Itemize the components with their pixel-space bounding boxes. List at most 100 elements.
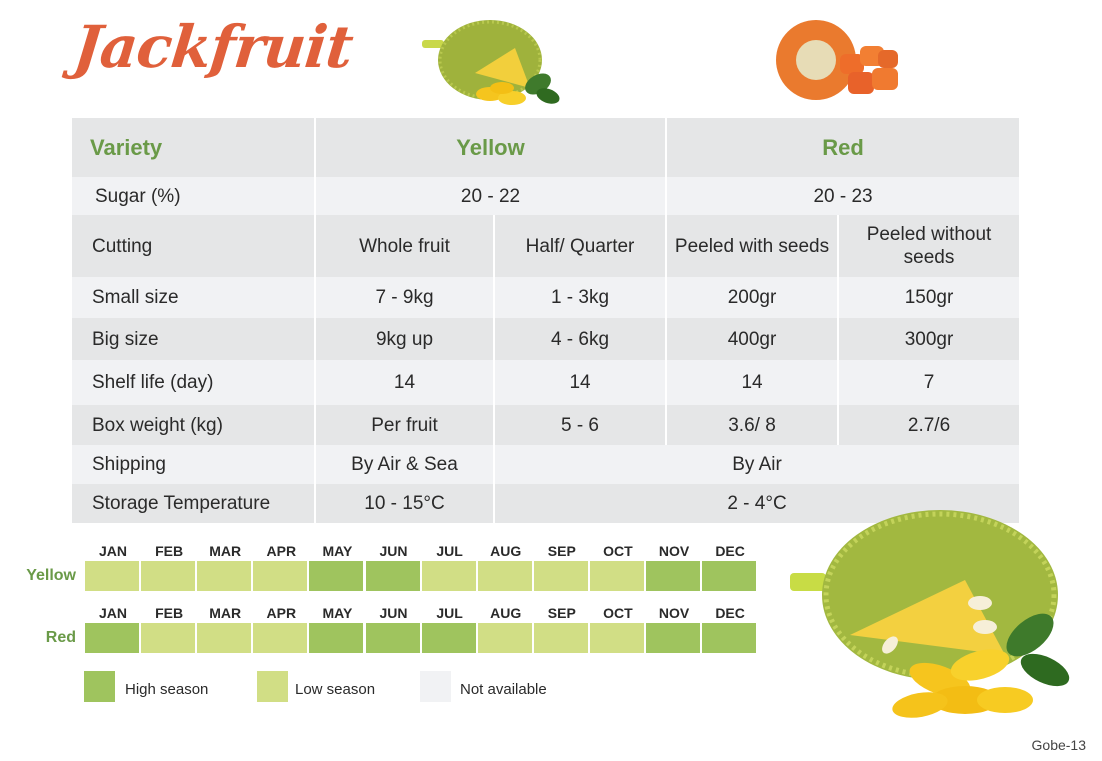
- row-label: Shelf life (day): [72, 360, 315, 405]
- month-label: DEC: [715, 543, 745, 559]
- cell: 20 - 22: [313, 177, 667, 215]
- cell: 150gr: [837, 277, 1020, 318]
- season-cell-red-jan: [85, 623, 139, 653]
- legend-label: High season: [125, 681, 209, 698]
- season-cell-yellow-jul: [421, 561, 476, 591]
- cell: 300gr: [837, 318, 1020, 360]
- row-label: Cutting: [72, 215, 315, 277]
- month-label: JUN: [379, 543, 408, 559]
- table-row: Cutting Whole fruit Half/ Quarter Peeled…: [72, 215, 1020, 277]
- table-row: Shipping By Air & Sea By Air: [72, 445, 1020, 484]
- month-label: JUL: [436, 605, 463, 621]
- season-cell-red-apr: [253, 623, 308, 653]
- table-row: Big size 9kg up 4 - 6kg 400gr 300gr: [72, 318, 1020, 360]
- month-label: MAR: [209, 543, 242, 559]
- month-label: APR: [266, 605, 297, 621]
- yellow-jackfruit-image: [422, 20, 560, 105]
- variety-header: Variety: [72, 118, 315, 177]
- season-cell-red-jul: [421, 623, 476, 653]
- season-cell-yellow-mar: [197, 561, 252, 591]
- season-cell-red-nov: [646, 623, 700, 653]
- season-row-label-red: Red: [45, 629, 76, 646]
- cell: Whole fruit: [314, 215, 494, 277]
- table-row: Box weight (kg) Per fruit 5 - 6 3.6/ 8 2…: [72, 405, 1020, 445]
- table-row: Sugar (%) 20 - 22 20 - 23: [72, 177, 1020, 215]
- season-cell-red-sep: [533, 623, 588, 653]
- cell: 14: [492, 360, 667, 405]
- cell: 7: [837, 360, 1020, 405]
- legend-label: Not available: [460, 681, 547, 698]
- page-title: Jackfruit: [70, 13, 356, 81]
- page-footer: Gobe-13: [1031, 737, 1086, 753]
- row-label: Storage Temperature: [72, 484, 315, 523]
- month-label: FEB: [155, 605, 184, 621]
- cell: Per fruit: [314, 405, 494, 445]
- cell: Peeled without seeds: [837, 215, 1020, 277]
- month-label: SEP: [547, 605, 576, 621]
- month-label: SEP: [547, 543, 576, 559]
- month-label: APR: [266, 543, 297, 559]
- row-label: Small size: [72, 277, 315, 318]
- season-cell-red-may: [309, 623, 364, 653]
- cell: 14: [314, 360, 494, 405]
- month-label: MAY: [322, 543, 353, 559]
- whole-jackfruit-image: [790, 510, 1070, 718]
- row-label: Sugar (%): [72, 177, 315, 215]
- season-cell-red-aug: [477, 623, 532, 653]
- cell: 3.6/ 8: [665, 405, 839, 445]
- month-label: NOV: [658, 543, 690, 559]
- cell: 5 - 6: [492, 405, 667, 445]
- season-cell-yellow-may: [309, 561, 364, 591]
- cell: 200gr: [665, 277, 839, 318]
- cell: By Air & Sea: [314, 445, 494, 484]
- month-label: JAN: [98, 605, 127, 621]
- row-label: Box weight (kg): [72, 405, 315, 445]
- cell: 10 - 15°C: [314, 484, 494, 523]
- cell: 7 - 9kg: [314, 277, 494, 318]
- season-cell-yellow-sep: [533, 561, 588, 591]
- cell: 9kg up: [314, 318, 494, 360]
- season-cell-red-feb: [141, 623, 196, 653]
- month-label: MAR: [209, 605, 242, 621]
- cell: By Air: [492, 445, 1020, 484]
- cell: Half/ Quarter: [492, 215, 667, 277]
- row-label: Big size: [72, 318, 315, 360]
- month-label: JUN: [379, 605, 408, 621]
- cell: 14: [665, 360, 839, 405]
- red-jackfruit-image: [776, 20, 898, 100]
- month-label: OCT: [603, 605, 633, 621]
- season-cell-yellow-jun: [365, 561, 420, 591]
- spec-table: Variety Yellow Red Sugar (%) 20 - 22 20 …: [72, 118, 1020, 523]
- season-cell-yellow-aug: [477, 561, 532, 591]
- month-label: JUL: [436, 543, 463, 559]
- legend-label: Low season: [295, 681, 376, 698]
- season-cell-yellow-oct: [589, 561, 644, 591]
- season-cell-yellow-jan: [85, 561, 139, 591]
- table-row: Shelf life (day) 14 14 14 7: [72, 360, 1020, 405]
- low-season-swatch: [257, 671, 288, 702]
- month-label: FEB: [155, 543, 184, 559]
- table-row: Small size 7 - 9kg 1 - 3kg 200gr 150gr: [72, 277, 1020, 318]
- cell: Peeled with seeds: [665, 215, 839, 277]
- yellow-header: Yellow: [313, 118, 667, 177]
- month-label: DEC: [715, 605, 745, 621]
- row-label: Shipping: [72, 445, 315, 484]
- cell: 2.7/6: [837, 405, 1020, 445]
- season-cell-red-jun: [365, 623, 420, 653]
- cell: 400gr: [665, 318, 839, 360]
- cell: 1 - 3kg: [492, 277, 667, 318]
- season-cell-red-dec: [702, 623, 757, 653]
- not-available-swatch: [420, 671, 451, 702]
- table-header-row: Variety Yellow Red: [72, 118, 1020, 177]
- month-label: JAN: [98, 543, 127, 559]
- season-cell-yellow-nov: [646, 561, 700, 591]
- high-season-swatch: [84, 671, 115, 702]
- month-label: OCT: [603, 543, 633, 559]
- month-label: AUG: [490, 543, 522, 559]
- month-label: AUG: [490, 605, 522, 621]
- season-cell-red-mar: [197, 623, 252, 653]
- season-cell-red-oct: [589, 623, 644, 653]
- season-cell-yellow-dec: [702, 561, 757, 591]
- season-row-label-yellow: Yellow: [26, 567, 76, 584]
- month-label: MAY: [322, 605, 353, 621]
